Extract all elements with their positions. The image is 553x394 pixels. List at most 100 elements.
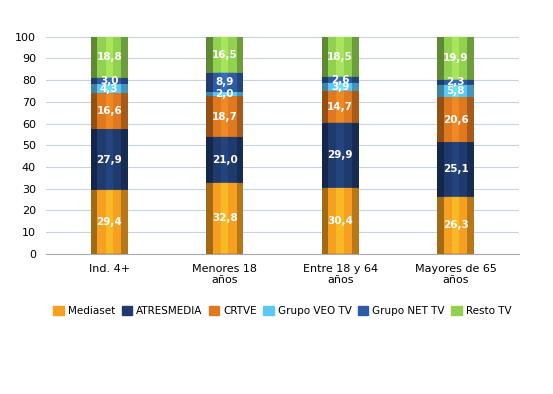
Bar <box>206 92 213 97</box>
Bar <box>237 92 243 97</box>
Bar <box>467 85 474 97</box>
Bar <box>121 93 128 129</box>
Bar <box>237 137 243 182</box>
Bar <box>91 84 128 93</box>
Bar <box>467 197 474 254</box>
Bar <box>322 123 328 188</box>
Text: 8,9: 8,9 <box>216 77 234 87</box>
Bar <box>322 123 359 188</box>
Text: 4,3: 4,3 <box>100 84 118 94</box>
Bar <box>452 197 460 254</box>
Bar <box>336 188 344 254</box>
Bar <box>322 91 359 123</box>
Text: 30,4: 30,4 <box>327 216 353 226</box>
Bar <box>237 182 243 254</box>
Text: 20,6: 20,6 <box>443 115 468 125</box>
Text: 21,0: 21,0 <box>212 155 238 165</box>
Text: 2,6: 2,6 <box>331 75 349 85</box>
Text: 16,5: 16,5 <box>212 50 238 60</box>
Bar <box>452 37 460 80</box>
Bar <box>206 92 243 97</box>
Bar <box>352 188 359 254</box>
Bar <box>237 73 243 92</box>
Text: 18,7: 18,7 <box>212 112 238 122</box>
Text: 18,5: 18,5 <box>327 52 353 62</box>
Bar <box>106 190 113 254</box>
Bar <box>206 37 243 73</box>
Bar <box>336 37 344 77</box>
Bar <box>322 188 328 254</box>
Bar <box>352 37 359 77</box>
Bar <box>106 93 113 129</box>
Bar <box>437 142 444 197</box>
Bar <box>467 97 474 142</box>
Bar <box>452 142 460 197</box>
Bar <box>91 129 128 190</box>
Bar <box>437 80 444 85</box>
Bar <box>106 37 113 78</box>
Bar <box>352 91 359 123</box>
Bar <box>91 93 97 129</box>
Bar <box>121 129 128 190</box>
Bar <box>322 188 359 254</box>
Bar <box>121 37 128 78</box>
Bar <box>206 137 213 182</box>
Bar <box>452 80 460 85</box>
Text: 27,9: 27,9 <box>96 155 122 165</box>
Bar <box>437 197 444 254</box>
Text: 5,8: 5,8 <box>446 86 465 96</box>
Bar <box>221 73 228 92</box>
Bar <box>322 77 328 82</box>
Bar <box>106 84 113 93</box>
Bar <box>352 77 359 82</box>
Bar <box>352 82 359 91</box>
Bar <box>322 77 359 82</box>
Bar <box>121 84 128 93</box>
Bar <box>322 37 359 77</box>
Bar <box>437 37 474 80</box>
Bar <box>221 182 228 254</box>
Bar <box>237 37 243 73</box>
Bar <box>206 73 213 92</box>
Bar <box>322 82 359 91</box>
Bar <box>437 80 474 85</box>
Bar <box>221 137 228 182</box>
Bar <box>336 82 344 91</box>
Text: 29,4: 29,4 <box>96 217 122 227</box>
Bar <box>336 77 344 82</box>
Text: 16,6: 16,6 <box>96 106 122 116</box>
Bar <box>437 97 474 142</box>
Bar <box>206 73 243 92</box>
Bar <box>106 78 113 84</box>
Bar <box>91 37 128 78</box>
Bar <box>121 190 128 254</box>
Bar <box>237 97 243 137</box>
Bar <box>106 129 113 190</box>
Bar <box>91 190 128 254</box>
Text: 3,0: 3,0 <box>100 76 118 86</box>
Bar <box>437 142 474 197</box>
Bar <box>221 37 228 73</box>
Bar <box>206 37 213 73</box>
Text: 18,8: 18,8 <box>96 52 122 62</box>
Bar <box>91 129 97 190</box>
Bar <box>336 91 344 123</box>
Bar <box>91 78 128 84</box>
Bar <box>121 78 128 84</box>
Bar <box>221 92 228 97</box>
Bar <box>91 78 97 84</box>
Bar <box>437 85 444 97</box>
Text: 2,0: 2,0 <box>216 89 234 99</box>
Bar <box>452 97 460 142</box>
Bar <box>352 123 359 188</box>
Bar <box>91 93 128 129</box>
Bar <box>322 82 328 91</box>
Text: 14,7: 14,7 <box>327 102 353 112</box>
Text: 26,3: 26,3 <box>443 220 468 230</box>
Bar <box>322 91 328 123</box>
Bar <box>206 137 243 182</box>
Bar <box>467 142 474 197</box>
Bar <box>322 37 328 77</box>
Bar <box>206 182 213 254</box>
Bar <box>91 84 97 93</box>
